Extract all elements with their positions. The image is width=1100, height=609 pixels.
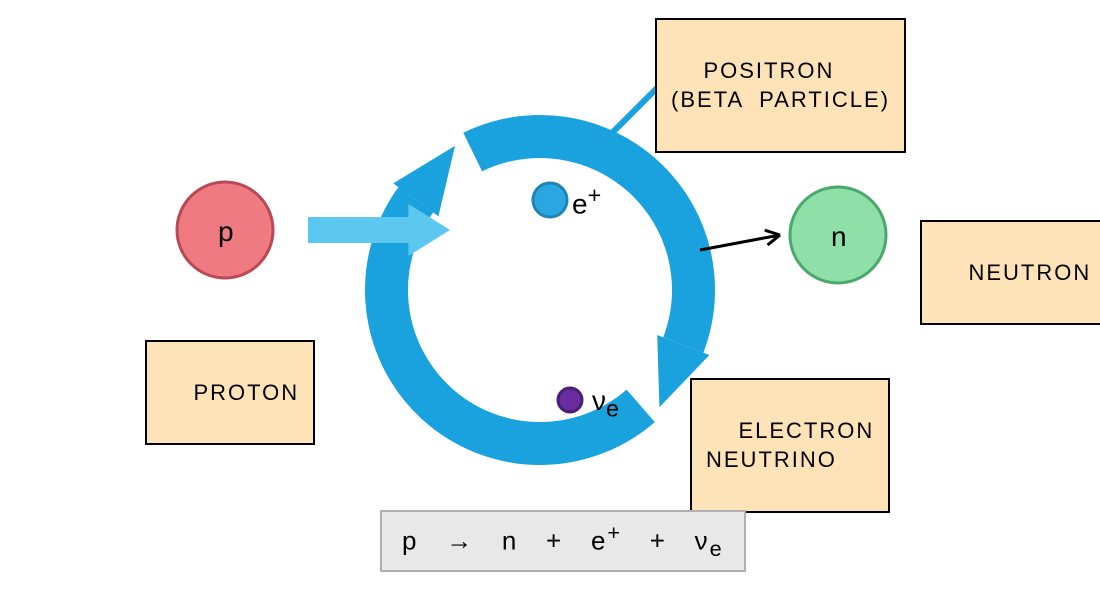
proton-label: PROTON: [145, 340, 315, 445]
neutrino-label: ELECTRON NEUTRINO: [690, 378, 890, 513]
eq-plus2: +: [650, 526, 667, 556]
eq-e: e: [591, 526, 607, 556]
neutrino-symbol: νe: [592, 385, 619, 423]
neutron-symbol: n: [831, 221, 847, 253]
positron-symbol: e+: [572, 182, 601, 220]
positron-symbol-sup: +: [588, 182, 602, 208]
eq-plus1: +: [546, 526, 563, 556]
neutron-label-text: NEUTRON: [968, 260, 1091, 285]
eq-arrow: →: [446, 526, 474, 556]
neutron-symbol-text: n: [831, 221, 847, 252]
eq-p: p: [402, 526, 418, 556]
neutrino-symbol-sub: e: [606, 396, 619, 422]
eq-n: n: [502, 526, 518, 556]
proton-symbol-text: p: [218, 216, 234, 247]
eq-esup: +: [607, 520, 622, 545]
proton-symbol: p: [218, 216, 234, 248]
diagram-stage: p n e+ νe PROTON POSITRON (BETA PARTICLE…: [0, 0, 1100, 609]
proton-label-text: PROTON: [193, 380, 299, 405]
eq-nusub: e: [710, 536, 724, 561]
equation-box: p → n + e+ + νe: [380, 510, 746, 572]
neutron-label: NEUTRON: [920, 220, 1100, 325]
positron-symbol-text: e: [572, 188, 588, 219]
neutrino-symbol-nu: ν: [592, 385, 606, 416]
eq-nu: ν: [695, 526, 710, 556]
positron-label-text: POSITRON (BETA PARTICLE): [671, 58, 890, 113]
positron-label: POSITRON (BETA PARTICLE): [655, 18, 906, 153]
neutrino-label-text: ELECTRON NEUTRINO: [706, 418, 874, 473]
